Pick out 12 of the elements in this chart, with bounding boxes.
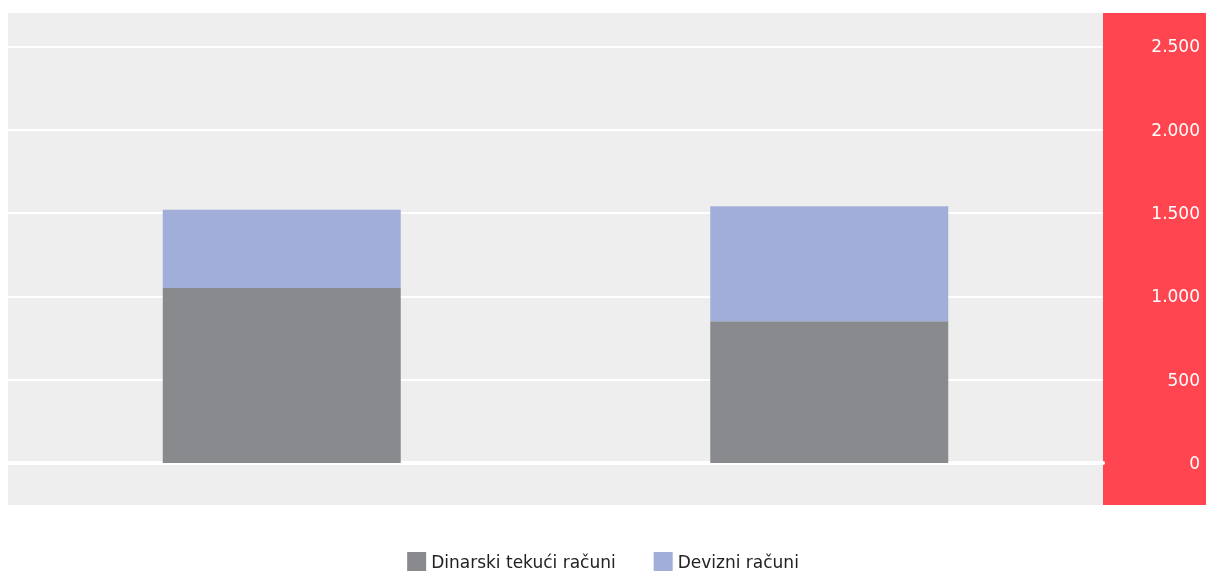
bar: [710, 321, 949, 463]
y-tick-label: 500: [1167, 369, 1200, 390]
y-tick-label: 1.000: [1151, 286, 1200, 307]
legend-label: Devizni računi: [677, 551, 799, 572]
y-tick-label: 2.500: [1151, 36, 1200, 57]
bar: [162, 209, 401, 288]
bar: [162, 288, 401, 463]
y-tick-label: 0: [1189, 453, 1200, 473]
legend-label: Dinarski tekući računi: [431, 551, 616, 572]
bar: [710, 206, 949, 322]
y-tick-label: 1.500: [1151, 203, 1200, 223]
y-tick-label: 2.000: [1151, 119, 1200, 140]
